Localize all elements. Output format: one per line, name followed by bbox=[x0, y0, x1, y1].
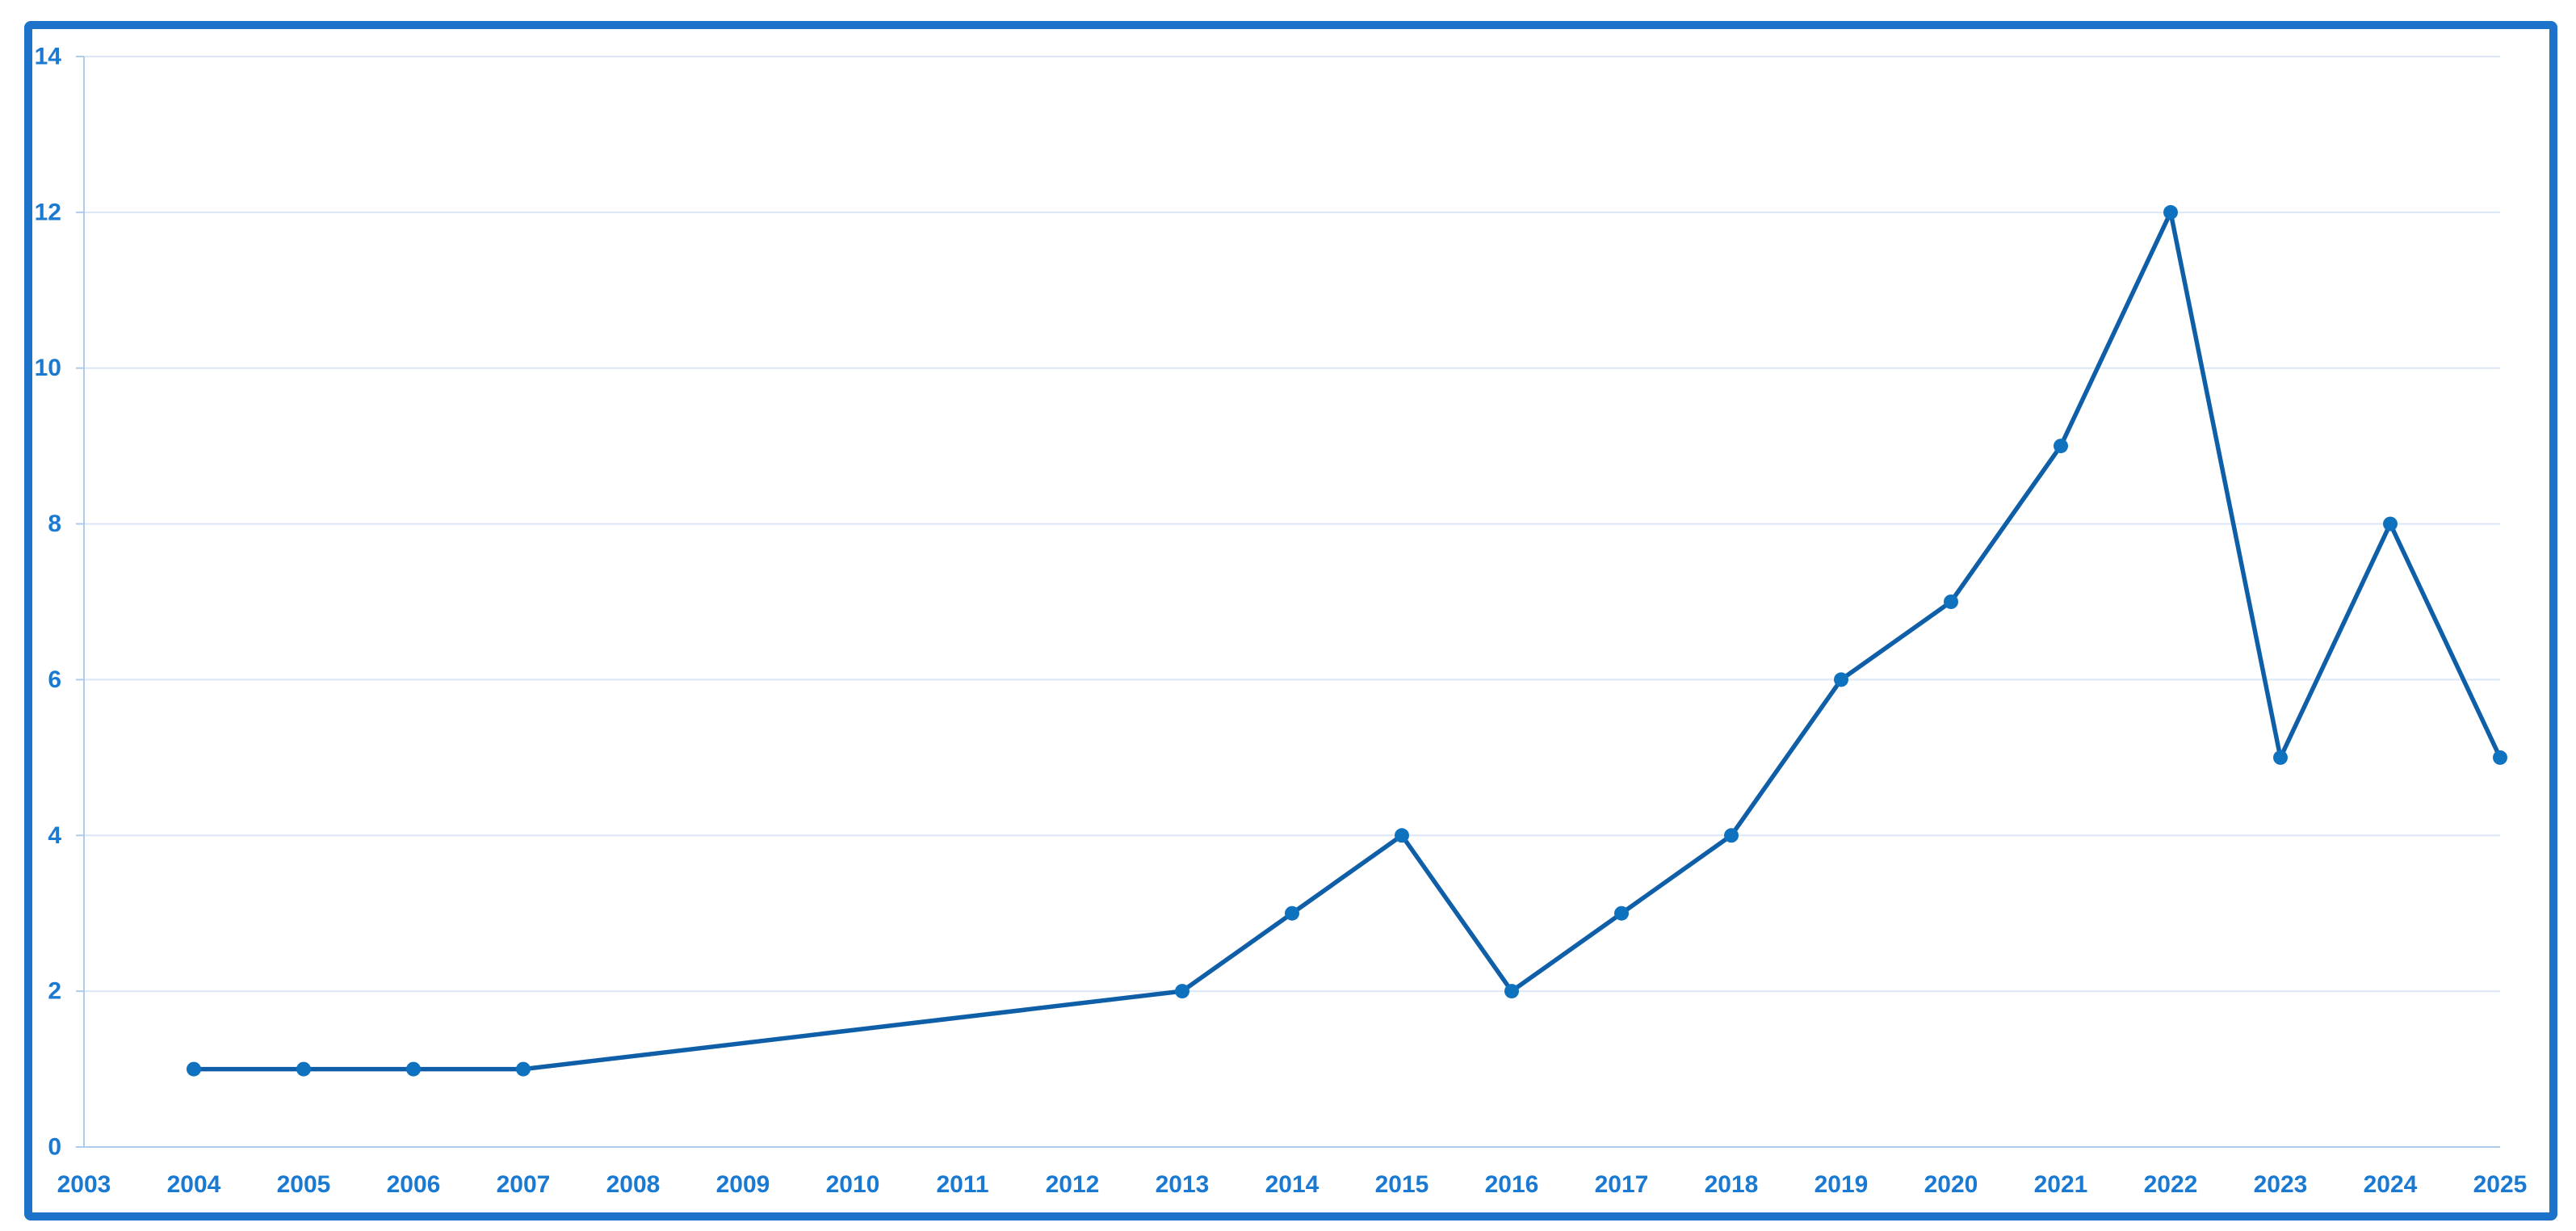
data-point-marker bbox=[2383, 516, 2398, 531]
x-axis-label: 2008 bbox=[606, 1171, 661, 1198]
gridlines bbox=[84, 56, 2500, 993]
data-point-marker bbox=[1834, 672, 1848, 687]
data-point-markers bbox=[187, 204, 2507, 1077]
data-point-marker bbox=[1724, 828, 1739, 843]
x-axis-label: 2020 bbox=[1924, 1171, 1978, 1198]
y-axis-label: 2 bbox=[48, 978, 61, 1005]
data-point-marker bbox=[1504, 984, 1519, 999]
data-point-marker bbox=[187, 1061, 201, 1077]
y-axis-label: 6 bbox=[48, 666, 61, 693]
data-point-marker bbox=[1175, 984, 1189, 999]
y-axis-label: 10 bbox=[35, 355, 61, 381]
chart-border-frame bbox=[24, 21, 2557, 1220]
x-axis-label: 2005 bbox=[277, 1171, 331, 1198]
x-axis-label: 2011 bbox=[936, 1171, 988, 1198]
x-axis-label: 2014 bbox=[1265, 1171, 1319, 1198]
x-axis-label: 2010 bbox=[826, 1171, 880, 1198]
y-axis-label: 0 bbox=[48, 1134, 61, 1161]
x-axis-label: 2015 bbox=[1375, 1171, 1429, 1198]
data-point-marker bbox=[2273, 750, 2288, 765]
x-axis-label: 2022 bbox=[2144, 1171, 2198, 1198]
x-axis-label: 2021 bbox=[2034, 1171, 2088, 1198]
y-axis-label: 12 bbox=[35, 199, 61, 225]
x-axis-label: 2009 bbox=[716, 1171, 770, 1198]
data-point-marker bbox=[2493, 750, 2507, 765]
x-axis-label: 2003 bbox=[57, 1171, 111, 1198]
data-point-marker bbox=[1285, 905, 1299, 921]
x-axis-label: 2006 bbox=[387, 1171, 441, 1198]
x-axis-label: 2018 bbox=[1705, 1171, 1759, 1198]
data-point-marker bbox=[2054, 439, 2068, 454]
data-point-marker bbox=[516, 1061, 531, 1077]
x-axis-label: 2019 bbox=[1815, 1171, 1869, 1198]
y-axis-label: 8 bbox=[48, 510, 61, 537]
y-axis-label: 14 bbox=[35, 44, 62, 70]
series-line bbox=[191, 210, 2503, 1072]
data-point-marker bbox=[1395, 828, 1409, 843]
axes bbox=[76, 56, 2500, 1148]
data-point-marker bbox=[2163, 204, 2178, 220]
y-axis-label: 4 bbox=[48, 822, 61, 849]
x-axis-label: 2013 bbox=[1156, 1171, 1210, 1198]
data-point-marker bbox=[1614, 905, 1629, 921]
data-point-marker bbox=[1944, 594, 1958, 609]
data-point-marker bbox=[296, 1061, 311, 1077]
x-axis-label: 2007 bbox=[497, 1171, 551, 1198]
x-axis-label: 2004 bbox=[167, 1171, 221, 1198]
x-axis-label: 2017 bbox=[1595, 1171, 1649, 1198]
x-axis-label: 2012 bbox=[1046, 1171, 1100, 1198]
x-axis-label: 2023 bbox=[2254, 1171, 2308, 1198]
data-point-marker bbox=[406, 1061, 421, 1077]
x-axis-label: 2016 bbox=[1485, 1171, 1539, 1198]
x-axis-label: 2025 bbox=[2473, 1171, 2528, 1198]
x-axis-label: 2024 bbox=[2364, 1171, 2418, 1198]
